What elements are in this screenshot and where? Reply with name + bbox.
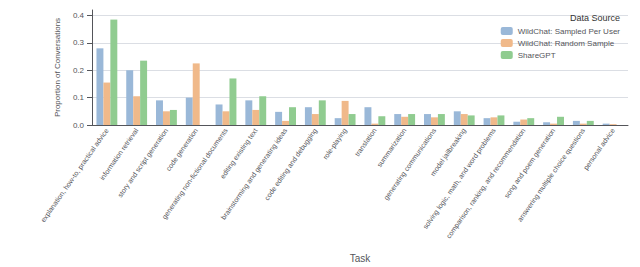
svg-text:model jailbreaking: model jailbreaking bbox=[429, 127, 468, 178]
svg-text:0.2: 0.2 bbox=[73, 66, 85, 75]
svg-text:0.0: 0.0 bbox=[73, 121, 85, 130]
svg-text:translation: translation bbox=[353, 127, 377, 158]
svg-text:generating communications: generating communications bbox=[382, 127, 438, 202]
svg-text:song and poem generation: song and poem generation bbox=[503, 127, 557, 200]
svg-text:0.1: 0.1 bbox=[73, 93, 85, 102]
svg-text:Task: Task bbox=[350, 253, 372, 264]
svg-text:answering multiple choice ques: answering multiple choice questions bbox=[516, 127, 587, 224]
svg-text:generating non-fictional docum: generating non-fictional documents bbox=[160, 127, 229, 221]
svg-text:brainstorming and generating i: brainstorming and generating ideas bbox=[219, 127, 289, 221]
svg-text:WildChat: Random Sample: WildChat: Random Sample bbox=[518, 39, 615, 48]
svg-text:Data Source: Data Source bbox=[570, 13, 620, 23]
svg-text:personal advice: personal advice bbox=[582, 127, 617, 172]
svg-text:code editing and debugging: code editing and debugging bbox=[263, 127, 319, 202]
svg-text:WildChat: Sampled Per User: WildChat: Sampled Per User bbox=[518, 27, 621, 36]
svg-text:ShareGPT: ShareGPT bbox=[518, 51, 556, 60]
svg-text:summarization: summarization bbox=[376, 127, 408, 168]
svg-text:editing existing text: editing existing text bbox=[218, 127, 259, 180]
svg-text:code generation: code generation bbox=[165, 127, 200, 173]
svg-text:role-playing: role-playing bbox=[321, 127, 348, 161]
svg-text:story and script generation: story and script generation bbox=[116, 127, 170, 199]
svg-text:0.4: 0.4 bbox=[73, 11, 85, 20]
svg-text:comparison, ranking, and recom: comparison, ranking, and recommendation bbox=[444, 127, 527, 240]
svg-text:Proportion of Conversations: Proportion of Conversations bbox=[53, 18, 62, 117]
svg-text:0.3: 0.3 bbox=[73, 38, 85, 47]
svg-text:information retrieval: information retrieval bbox=[98, 127, 140, 182]
svg-text:explanation, how-to, practical: explanation, how-to, practical advice bbox=[39, 127, 110, 224]
svg-text:solving logic, math, and word: solving logic, math, and word problems bbox=[421, 127, 497, 231]
